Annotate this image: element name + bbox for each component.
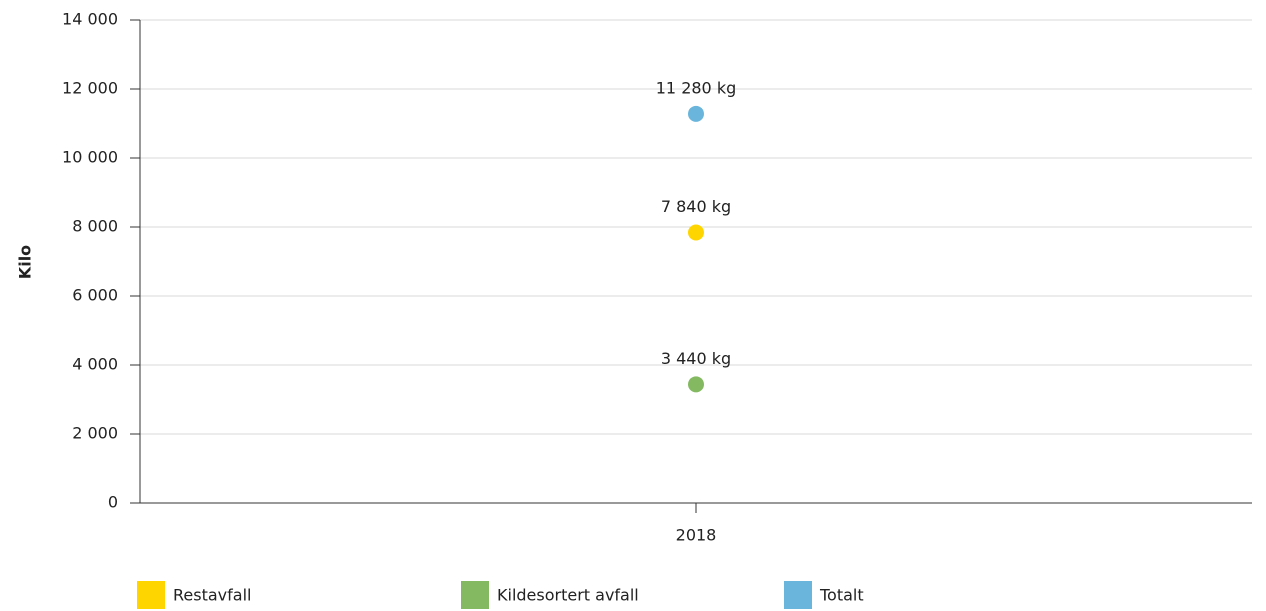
data-label: 11 280 kg <box>656 78 737 97</box>
data-point <box>688 224 704 241</box>
legend-swatch <box>461 581 489 609</box>
y-tick-label: 0 <box>108 493 118 512</box>
data-label: 7 840 kg <box>661 197 731 216</box>
legend-label: Totalt <box>819 586 864 605</box>
y-tick-label: 4 000 <box>72 355 118 374</box>
y-tick-label: 6 000 <box>72 286 118 305</box>
data-point <box>688 376 704 393</box>
y-tick-label: 10 000 <box>62 148 118 167</box>
legend-swatch <box>137 581 165 609</box>
legend-label: Restavfall <box>173 586 251 605</box>
y-axis-title: Kilo <box>16 245 35 279</box>
y-tick-label: 12 000 <box>62 79 118 98</box>
y-tick-label: 2 000 <box>72 424 118 443</box>
x-tick-label: 2018 <box>676 526 717 545</box>
data-point <box>688 105 704 122</box>
legend-label: Kildesortert avfall <box>497 586 639 605</box>
y-tick-label: 14 000 <box>62 10 118 29</box>
y-tick-label: 8 000 <box>72 217 118 236</box>
data-label: 3 440 kg <box>661 349 731 368</box>
legend-swatch <box>784 581 812 609</box>
